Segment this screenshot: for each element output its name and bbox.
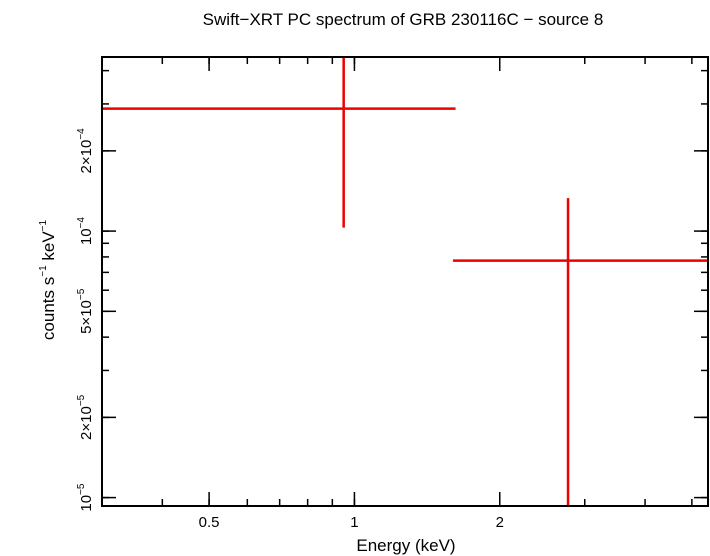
chart-title: Swift−XRT PC spectrum of GRB 230116C − s… [203,10,604,29]
x-axis-label: Energy (keV) [356,536,455,555]
y-tick-exp: −5 [76,394,87,406]
data-point [102,57,456,228]
x-tick-label: 2 [496,514,504,531]
y-tick-base: 10 [78,228,95,245]
y-axis-label-exp1: −1 [38,265,49,277]
y-tick-label: 10−5 [76,483,95,512]
y-tick-base: 2×10 [78,406,95,440]
y-axis-label-exp2: −1 [38,219,49,231]
y-axis-ticks: 10−52×10−55×10−510−42×10−4 [76,128,708,512]
x-axis-ticks: 0.5 1 2 [199,57,504,531]
y-tick-label: 10−4 [76,217,95,246]
y-tick-exp: −5 [76,288,87,300]
y-minor-ticks [102,69,708,499]
data-point [452,198,708,506]
y-tick-label: 2×10−4 [76,128,95,174]
y-tick-exp: −4 [76,128,87,140]
x-tick-label: 0.5 [199,514,220,531]
data-points [102,57,708,506]
y-axis-label-base1: counts s [39,277,58,340]
y-tick-base: 10 [78,495,95,512]
y-tick-base: 5×10 [78,300,95,334]
y-tick-base: 2×10 [78,140,95,174]
y-tick-label: 2×10−5 [76,394,95,440]
y-axis-label: counts s−1 keV−1 [38,219,58,340]
y-tick-label: 5×10−5 [76,288,95,334]
plot-frame [101,56,709,507]
y-tick-exp: −4 [76,217,87,229]
y-tick-exp: −5 [76,483,87,495]
x-tick-label: 1 [350,514,358,531]
y-axis-label-base2: keV [39,231,58,266]
x-minor-ticks [101,57,693,506]
